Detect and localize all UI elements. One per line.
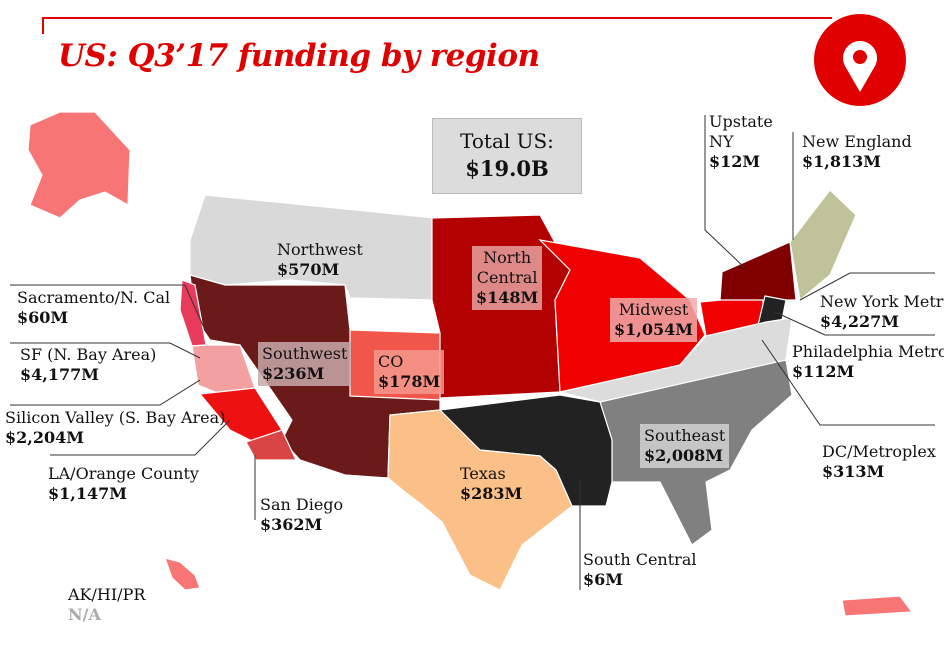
- region-puerto-rico: [841, 595, 914, 617]
- label-ak-hi-pr: AK/HI/PR N/A: [68, 585, 146, 624]
- label-philadelphia: Philadelphia Metro $112M: [792, 342, 944, 381]
- label-sf: SF (N. Bay Area) $4,177M: [20, 345, 157, 384]
- total-label: Total US:: [460, 129, 554, 153]
- label-texas: Texas $283M: [460, 464, 523, 503]
- label-north-central: North Central $148M: [472, 246, 543, 310]
- label-sacramento: Sacramento/N. Cal $60M: [17, 288, 171, 327]
- total-us-box: Total US: $19.0B: [432, 118, 582, 194]
- region-alaska: [27, 111, 131, 219]
- region-hawaii: [164, 557, 201, 591]
- map-pin-icon: [814, 14, 906, 106]
- page-title: US: Q3’17 funding by region: [58, 38, 540, 74]
- label-new-england: New England $1,813M: [802, 132, 912, 171]
- label-co: CO $178M: [374, 350, 445, 394]
- label-upstate-ny: Upstate NY $12M: [709, 112, 773, 171]
- label-southwest: Southwest $236M: [258, 342, 352, 386]
- label-dc: DC/Metroplex $313M: [822, 442, 936, 481]
- total-value: $19.0B: [465, 156, 549, 181]
- label-la: LA/Orange County $1,147M: [48, 464, 199, 503]
- label-san-diego: San Diego $362M: [260, 495, 344, 534]
- region-new-england: [789, 189, 857, 302]
- label-ny-metro: New York Metro $4,227M: [820, 292, 944, 331]
- leader-lines: [10, 115, 935, 590]
- label-silicon-valley: Silicon Valley (S. Bay Area) $2,204M: [5, 408, 226, 447]
- label-midwest: Midwest $1,054M: [610, 298, 697, 342]
- region-texas: [387, 409, 573, 591]
- label-southeast: Southeast $2,008M: [640, 424, 730, 468]
- region-upstate-ny: [719, 241, 797, 301]
- label-south-central: South Central $6M: [583, 550, 697, 589]
- label-northwest: Northwest $570M: [277, 240, 363, 279]
- region-san-diego: [245, 429, 297, 461]
